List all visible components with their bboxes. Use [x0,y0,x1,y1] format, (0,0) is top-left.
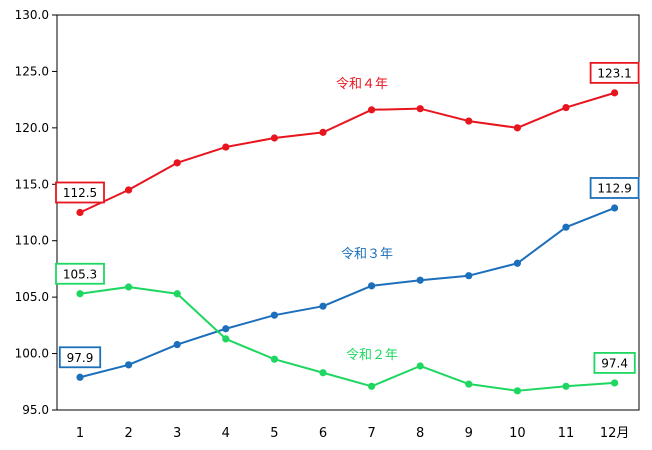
data-point [76,373,84,381]
data-point [562,223,570,231]
data-point [76,208,84,217]
data-point [513,387,522,395]
data-callout-box [589,177,640,199]
x-tick-label: 8 [416,426,424,441]
data-point [416,105,424,113]
data-point [465,117,473,125]
data-point [222,335,230,343]
data-point [416,276,424,284]
data-point [125,283,133,291]
data-callout-label: 112.9 [597,181,631,195]
data-callout-label: 105.3 [63,267,97,281]
series-label: 令和４年 [336,77,388,92]
y-tick-label: 125.0 [15,64,49,78]
data-point [270,311,278,319]
x-tick-label: 3 [173,426,181,441]
data-point [270,355,278,363]
data-point [173,159,181,167]
x-tick-label: 6 [319,426,327,441]
data-point [513,259,522,267]
data-point [611,89,619,97]
x-tick-label: 4 [222,426,230,441]
series-label: 令和３年 [341,247,393,262]
data-callout-label: 97.9 [67,351,94,365]
data-point [368,282,376,290]
y-tick-label: 130.0 [15,8,49,22]
data-point [368,382,376,390]
x-tick-label: 7 [367,426,375,441]
data-point [125,186,133,194]
data-callout-box [58,346,102,369]
data-point [465,380,473,388]
data-callout-label: 112.5 [63,186,97,200]
data-point [270,134,278,142]
x-tick-label: 5 [270,426,278,441]
data-point [319,369,327,377]
y-tick-label: 115.0 [15,177,49,191]
data-point [611,379,619,387]
data-callout-box [593,352,636,374]
data-point [416,362,424,370]
y-tick-label: 110.0 [15,234,49,248]
series-label: 令和２年 [346,348,398,363]
x-tick-label: 1 [76,426,84,441]
plot-area-border [56,14,640,411]
x-tick-label: 10 [509,426,526,441]
data-point [173,290,181,298]
data-point [319,302,327,310]
data-callout-box [589,61,640,84]
x-tick-label: 12月 [600,426,630,441]
y-tick-label: 120.0 [15,121,49,135]
data-callout-label: 97.4 [601,356,628,370]
data-point [76,290,84,298]
data-point [465,272,473,280]
y-tick-label: 100.0 [15,347,49,361]
data-point [173,340,181,349]
y-tick-label: 105.0 [15,290,49,304]
data-callout-label: 123.1 [597,66,631,80]
data-point [222,143,230,151]
data-point [222,325,230,333]
x-tick-label: 11 [558,426,575,441]
series-line [79,91,615,214]
data-callout-box [55,262,105,285]
data-point [562,382,570,390]
x-tick-label: 2 [124,426,132,441]
data-point [368,106,376,114]
data-callout-box [55,181,105,204]
series-line [79,207,615,379]
y-tick-label: 95.0 [22,403,49,417]
data-point [319,128,327,136]
series-line [79,285,615,392]
data-point [562,103,570,112]
data-point [125,361,133,369]
data-point [513,124,522,132]
x-tick-label: 9 [465,426,473,441]
data-point [611,204,619,212]
